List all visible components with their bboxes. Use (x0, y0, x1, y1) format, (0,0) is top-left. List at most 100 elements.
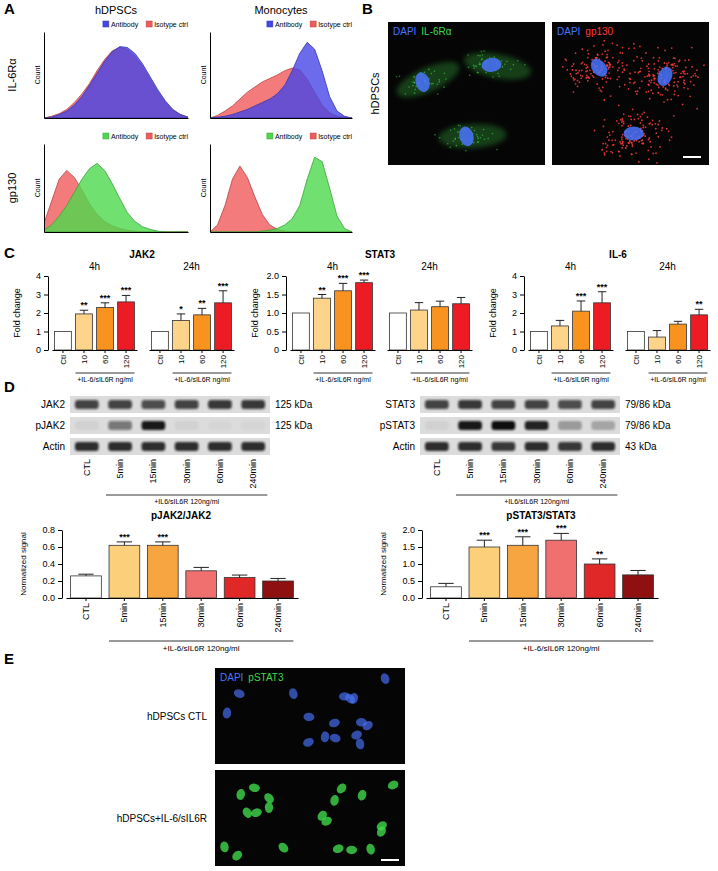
stain-spot (588, 53, 590, 55)
blot-band (525, 400, 549, 409)
stain-spot (657, 136, 659, 138)
y-axis (210, 145, 211, 233)
stain-spot (649, 122, 651, 124)
error-whisker (561, 533, 562, 540)
stain-spot (608, 132, 610, 134)
stain-spot (405, 93, 407, 95)
blot-band (141, 400, 165, 409)
legend-swatch (310, 133, 316, 139)
stain-spot (675, 72, 677, 74)
stain-spot (622, 118, 624, 120)
bar (531, 332, 548, 351)
stain-spot (648, 91, 650, 93)
stain-spot (682, 76, 684, 78)
tick-mark (418, 350, 419, 353)
micrograph (215, 770, 405, 866)
blot-band (458, 421, 482, 430)
bar (152, 332, 169, 351)
stain-spot (676, 84, 678, 86)
tick: 120 (598, 350, 607, 368)
tick: 120 (219, 350, 228, 368)
blot-membrane (420, 396, 620, 413)
tick-mark (282, 332, 286, 333)
tick: 4 (512, 271, 524, 281)
stain-spot (654, 123, 656, 125)
histogram-area (44, 47, 188, 118)
stain-spot (642, 125, 644, 127)
error-whisker (201, 567, 202, 570)
tick: 30min (196, 598, 206, 628)
tick-mark (635, 350, 636, 353)
stain-spot (651, 79, 653, 81)
treatment-line (76, 373, 135, 374)
tick-mark (124, 598, 125, 601)
stain-spot (631, 153, 633, 155)
tick-label: 2.0 (266, 271, 279, 281)
axis-line (291, 350, 376, 351)
tick-label: 10 (318, 354, 327, 363)
blot-band (241, 442, 265, 451)
cell-nucleus (457, 125, 476, 148)
stain-spot (578, 70, 580, 72)
stain-spot (577, 86, 579, 88)
error-cap (436, 301, 444, 302)
stain-spot (625, 147, 627, 149)
stain-spot (607, 77, 609, 79)
stain-spot (596, 83, 598, 85)
image-background (215, 770, 405, 866)
stain-spot (468, 66, 470, 68)
blot-size: 125 kDa (275, 399, 313, 410)
stain-spot (474, 130, 476, 132)
image-background (388, 22, 545, 165)
error-whisker (223, 291, 224, 303)
blot-band (591, 400, 615, 409)
stain-spot (574, 78, 576, 80)
marks (431, 533, 654, 598)
tick-label: 240min (273, 603, 283, 633)
tick-label: 5min (479, 603, 489, 623)
stain-spot (609, 65, 611, 67)
axis-line (626, 350, 711, 351)
tick: 1.0 (402, 559, 422, 569)
y-axis (44, 145, 45, 233)
error-bar (117, 542, 132, 545)
treatment-line (456, 495, 617, 496)
stain-spot (672, 64, 674, 66)
tick-label: 1.5 (266, 290, 279, 300)
tick-label: 240min (633, 603, 643, 633)
stain-spot (590, 73, 592, 75)
lane-label: 60min (215, 459, 225, 484)
stain-spot (603, 152, 605, 154)
histogram-area (210, 157, 352, 232)
stain-spot (642, 127, 644, 129)
tick: Ctl (535, 350, 544, 365)
tick-mark (418, 530, 422, 531)
tick-label: 0.0 (402, 593, 415, 603)
stain-spot (481, 51, 483, 53)
stain-spot (579, 81, 581, 83)
stain-spot (684, 83, 686, 85)
significance: *** (121, 285, 132, 295)
stain-spot (582, 75, 584, 77)
blot-row (420, 396, 620, 413)
stain-spot (641, 60, 643, 62)
stain-spot (607, 49, 609, 51)
marks (44, 47, 188, 118)
stain-spot (684, 59, 686, 61)
bar (584, 564, 615, 598)
stain-spot (612, 66, 614, 68)
stain-spot (477, 136, 479, 138)
blot-label: pSTAT3 (380, 420, 416, 431)
stain-spot (688, 59, 690, 61)
error-cap (457, 297, 465, 298)
stain-spot (629, 82, 631, 84)
error-bar (219, 291, 227, 303)
cell-nucleus (320, 731, 330, 743)
stain-spot (622, 65, 624, 67)
blot-label: STAT3 (385, 399, 415, 410)
stain-spot (607, 68, 609, 70)
stain-spot (449, 147, 451, 149)
stain-spot (621, 147, 623, 149)
lane-label: 15min (498, 459, 508, 484)
stain-spot (672, 67, 674, 69)
